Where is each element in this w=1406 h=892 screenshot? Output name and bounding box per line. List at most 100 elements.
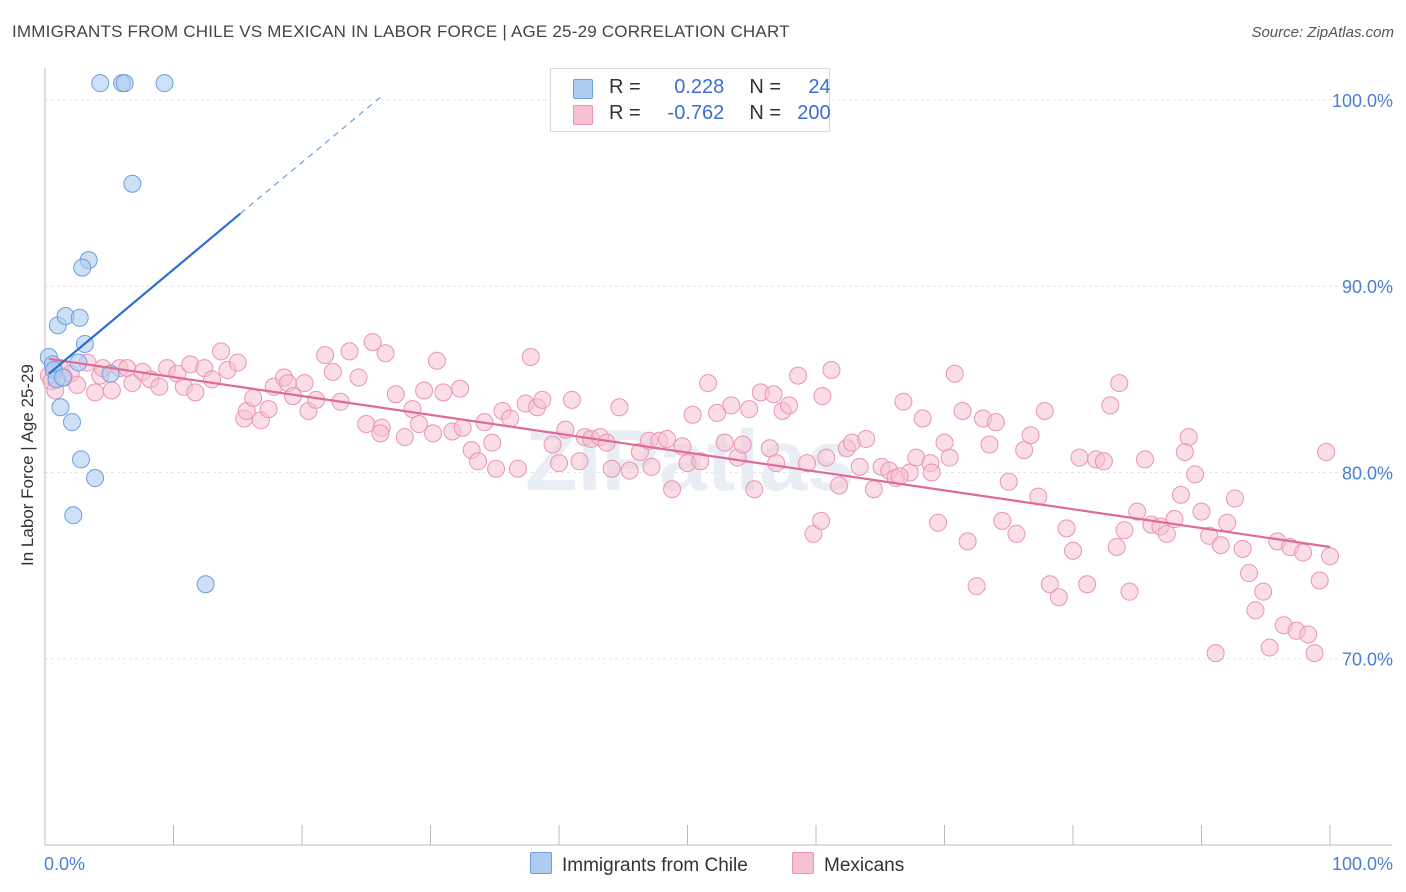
mexicans-points bbox=[39, 333, 1339, 663]
mexicans-point bbox=[415, 381, 434, 400]
mexicans-point bbox=[733, 435, 752, 454]
mexicans-point bbox=[395, 428, 414, 447]
mexicans-point bbox=[857, 429, 876, 448]
mexicans-point bbox=[894, 392, 913, 411]
bottom-legend-label: Mexicans bbox=[824, 855, 905, 876]
mexicans-point bbox=[864, 480, 883, 499]
mexicans-point bbox=[1128, 502, 1147, 521]
mexicans-point bbox=[1299, 625, 1318, 644]
correlation-legend: R = 0.228 N = 24 R = -0.762 N = 200 bbox=[550, 68, 831, 132]
mexicans-point bbox=[1015, 441, 1034, 460]
mexicans-point bbox=[521, 347, 540, 366]
chile-trend-extension bbox=[239, 95, 383, 215]
mexicans-point bbox=[1246, 601, 1265, 620]
mexicans-point bbox=[483, 433, 502, 452]
chile-point bbox=[62, 413, 81, 432]
mexicans-point bbox=[986, 413, 1005, 432]
mexicans-point bbox=[830, 476, 849, 495]
mexicans-point bbox=[508, 459, 527, 478]
mexicans-point bbox=[186, 383, 205, 402]
mexicans-point bbox=[767, 454, 786, 473]
mexicans-point bbox=[543, 435, 562, 454]
mexicans-point bbox=[1171, 485, 1190, 504]
legend-r-value: -0.762 bbox=[667, 102, 725, 124]
mexicans-point bbox=[1206, 644, 1225, 663]
legend-r-label: R = bbox=[609, 102, 641, 124]
mexicans-point bbox=[1305, 644, 1324, 663]
bottom-legend-mexicans: Mexicans bbox=[792, 852, 904, 877]
y-tick-label: 90.0% bbox=[1342, 277, 1393, 297]
mexicans-point bbox=[487, 459, 506, 478]
mexicans-point bbox=[993, 511, 1012, 530]
chile-trend-line bbox=[48, 212, 242, 375]
mexicans-point bbox=[813, 387, 832, 406]
chart-title: IMMIGRANTS FROM CHILE VS MEXICAN IN LABO… bbox=[12, 22, 790, 41]
mexicans-trend-line bbox=[48, 357, 1331, 549]
mexicans-point bbox=[323, 362, 342, 381]
mexicans-point bbox=[340, 342, 359, 361]
chile-point bbox=[91, 74, 110, 93]
mexicans-point bbox=[409, 415, 428, 434]
mexicans-point bbox=[453, 418, 472, 437]
mexicans-point bbox=[1110, 374, 1129, 393]
mexicans-point bbox=[683, 405, 702, 424]
legend-n-label: N = bbox=[749, 76, 782, 98]
mexicans-point bbox=[602, 459, 621, 478]
mexicans-point bbox=[699, 374, 718, 393]
mexicans-point bbox=[740, 400, 759, 419]
mexicans-point bbox=[1254, 582, 1273, 601]
mexicans-point bbox=[642, 457, 661, 476]
mexicans-point bbox=[1101, 396, 1120, 415]
chile-point bbox=[196, 575, 215, 594]
legend-n-value: 24 bbox=[808, 76, 831, 98]
mexicans-point bbox=[760, 439, 779, 458]
mexicans-point bbox=[371, 424, 390, 443]
mexicans-point bbox=[764, 385, 783, 404]
mexicans-point bbox=[244, 388, 263, 407]
mexicans-point bbox=[1211, 536, 1230, 555]
legend-r-value: 0.228 bbox=[674, 76, 725, 98]
mexicans-point bbox=[922, 463, 941, 482]
mexicans-point bbox=[1135, 450, 1154, 469]
mexicans-point bbox=[789, 366, 808, 385]
mexicans-point bbox=[123, 374, 142, 393]
tick-labels: 70.0% 80.0% 90.0% 100.0% 0.0% 100.0% bbox=[44, 91, 1393, 874]
mexicans-point bbox=[958, 532, 977, 551]
mexicans-point bbox=[812, 511, 831, 530]
mexicans-point bbox=[1040, 575, 1059, 594]
mexicans-point bbox=[1240, 564, 1259, 583]
mexicans-point bbox=[68, 375, 87, 394]
mexicans-point bbox=[663, 480, 682, 499]
y-tick-label: 80.0% bbox=[1342, 463, 1393, 483]
legend-swatch-blue bbox=[573, 79, 593, 99]
mexicans-point bbox=[1260, 638, 1279, 657]
mexicans-point bbox=[1317, 442, 1336, 461]
mexicans-point bbox=[691, 452, 710, 471]
mexicans-point bbox=[1192, 502, 1211, 521]
mexicans-point bbox=[102, 381, 121, 400]
mexicans-point bbox=[850, 457, 869, 476]
chile-points bbox=[39, 74, 215, 594]
bottom-legend-swatch-pink bbox=[792, 852, 814, 874]
mexicans-point bbox=[1175, 442, 1194, 461]
mexicans-point bbox=[715, 433, 734, 452]
mexicans-point bbox=[722, 396, 741, 415]
mexicans-point bbox=[610, 398, 629, 417]
mexicans-point bbox=[620, 461, 639, 480]
chile-point bbox=[70, 308, 89, 327]
mexicans-point bbox=[822, 361, 841, 380]
mexicans-point bbox=[501, 409, 520, 428]
mexicans-point bbox=[967, 577, 986, 596]
mexicans-point bbox=[259, 400, 278, 419]
mexicans-point bbox=[1233, 539, 1252, 558]
mexicans-point bbox=[1225, 489, 1244, 508]
gridlines bbox=[45, 99, 1392, 660]
mexicans-point bbox=[1094, 452, 1113, 471]
mexicans-point bbox=[1021, 426, 1040, 445]
chile-point bbox=[86, 469, 105, 488]
mexicans-point bbox=[212, 342, 231, 361]
mexicans-point bbox=[228, 353, 247, 372]
mexicans-point bbox=[316, 346, 335, 365]
mexicans-point bbox=[945, 364, 964, 383]
mexicans-point bbox=[434, 383, 453, 402]
